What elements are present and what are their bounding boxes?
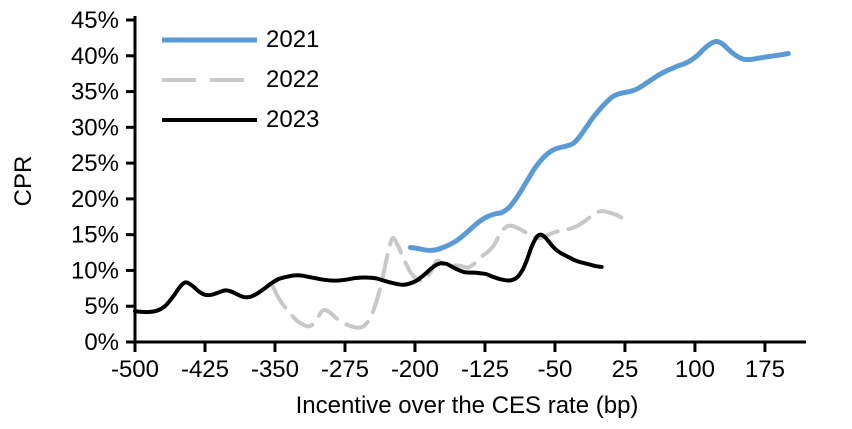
x-tick-label: 175 xyxy=(745,356,785,383)
y-tick-label: 20% xyxy=(71,186,119,213)
y-tick-label: 30% xyxy=(71,114,119,141)
y-tick-label: 15% xyxy=(71,222,119,249)
y-axis-title: CPR xyxy=(10,155,37,207)
y-tick-label: 10% xyxy=(71,257,119,284)
legend-item-2023: 2023 xyxy=(162,100,319,140)
y-tick-label: 40% xyxy=(71,43,119,70)
legend-label-2021: 2021 xyxy=(266,26,320,53)
y-tick-label: 5% xyxy=(84,293,119,320)
y-tick-label: 0% xyxy=(84,329,119,356)
legend-swatch-2021-icon xyxy=(162,37,257,43)
series-line-2022 xyxy=(271,209,624,330)
x-tick-label: 100 xyxy=(675,356,715,383)
series-line-2023 xyxy=(133,232,604,315)
x-tick-label: -275 xyxy=(321,356,369,383)
y-tick-label: 45% xyxy=(71,7,119,34)
x-tick-label: -125 xyxy=(461,356,509,383)
y-tick-label: 25% xyxy=(71,150,119,177)
x-tick-label: -200 xyxy=(391,356,439,383)
series-line-2021 xyxy=(407,39,791,253)
x-tick-label: -50 xyxy=(538,356,573,383)
legend-label-2022: 2022 xyxy=(266,66,320,93)
legend-swatch-2022-icon xyxy=(162,78,257,82)
legend: 2021 2022 2023 xyxy=(162,20,319,140)
x-tick-label: 25 xyxy=(612,356,639,383)
x-axis-title: Incentive over the CES rate (bp) xyxy=(295,392,639,419)
legend-label-2023: 2023 xyxy=(266,106,320,133)
legend-item-2022: 2022 xyxy=(162,60,319,100)
legend-item-2021: 2021 xyxy=(162,20,319,60)
y-tick-label: 35% xyxy=(71,79,119,106)
x-tick-label: -425 xyxy=(181,356,229,383)
x-tick-label: -350 xyxy=(251,356,299,383)
x-tick-label: -500 xyxy=(111,356,159,383)
legend-swatch-2023-icon xyxy=(162,118,257,122)
